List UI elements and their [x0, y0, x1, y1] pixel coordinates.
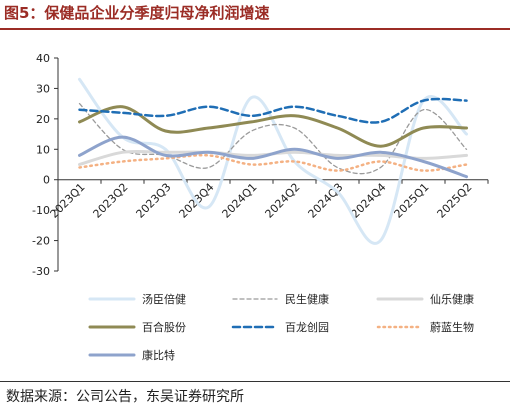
y-tick-label: -30	[32, 265, 50, 278]
series-line-6	[78, 153, 468, 172]
legend-label: 百龙创园	[285, 321, 329, 334]
x-tick-label: 2023Q2	[91, 181, 131, 221]
x-tick-label: 2024Q3	[306, 181, 346, 221]
y-tick-label: -20	[32, 235, 50, 248]
chart-series-lines	[78, 77, 468, 245]
y-tick-label: 20	[36, 113, 50, 126]
source-divider	[0, 381, 510, 382]
series-line-2	[78, 102, 468, 175]
source-note: 数据来源：公司公告，东吴证券研究所	[6, 389, 244, 405]
y-tick-label: -10	[32, 204, 50, 217]
x-tick-label: 2024Q4	[349, 181, 389, 221]
y-tick-label: 0	[43, 174, 50, 187]
legend-label: 民生健康	[285, 292, 329, 306]
x-tick-label: 2023Q1	[48, 181, 88, 221]
x-tick-label: 2024Q1	[220, 181, 260, 221]
legend-label: 蔚蓝生物	[430, 320, 474, 334]
x-tick-label: 2023Q3	[134, 181, 174, 221]
y-tick-label: 30	[36, 82, 50, 95]
legend-label: 仙乐健康	[430, 292, 474, 306]
series-line-5	[78, 97, 468, 124]
legend-label: 康比特	[142, 348, 175, 362]
series-line-7	[78, 135, 468, 179]
legend-label: 百合股份	[142, 320, 186, 334]
legend-label: 汤臣倍健	[142, 292, 186, 306]
x-tick-label: 2024Q2	[263, 181, 303, 221]
y-tick-label: 10	[36, 143, 50, 156]
series-line-1	[78, 77, 468, 245]
series-line-4	[78, 105, 468, 148]
title-divider	[0, 28, 510, 30]
y-tick-label: 40	[36, 52, 50, 65]
x-tick-label: 2025Q2	[435, 181, 475, 221]
chart-title: 图5：保健品企业分季度归母净利润增速	[4, 4, 270, 22]
